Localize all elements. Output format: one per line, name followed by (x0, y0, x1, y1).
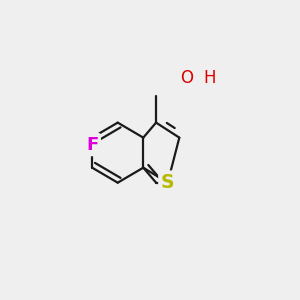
Text: S: S (161, 173, 175, 192)
Text: F: F (86, 136, 98, 154)
Text: O: O (180, 69, 193, 87)
Text: H: H (203, 69, 216, 87)
